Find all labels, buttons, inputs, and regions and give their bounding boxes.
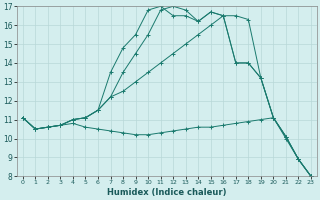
X-axis label: Humidex (Indice chaleur): Humidex (Indice chaleur) <box>107 188 227 197</box>
